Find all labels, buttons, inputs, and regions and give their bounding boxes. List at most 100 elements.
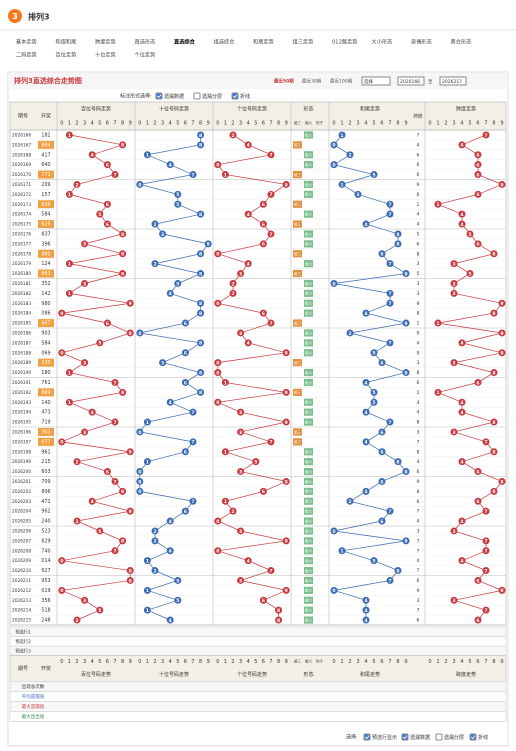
ball xyxy=(474,378,482,386)
draw: 356 xyxy=(41,598,50,604)
ball xyxy=(58,586,66,594)
stats-row xyxy=(9,701,507,712)
ball xyxy=(197,369,205,377)
date-to: 2026217 xyxy=(442,79,462,85)
select[interactable] xyxy=(361,76,391,86)
ball xyxy=(81,240,89,248)
period-link[interactable]: 最近100期 xyxy=(330,78,353,85)
ball xyxy=(386,260,394,268)
issue: 2026174 xyxy=(12,212,31,218)
ball xyxy=(237,270,245,278)
check xyxy=(364,735,370,740)
nav-link[interactable]: 组选综合 xyxy=(214,38,236,46)
nav-link[interactable]: 质合形态 xyxy=(451,38,472,46)
digit-header: 3 xyxy=(452,121,455,127)
nav-link[interactable]: 二码走势 xyxy=(16,51,37,59)
nav-link[interactable]: 012路走势 xyxy=(332,38,357,46)
form-cell xyxy=(304,240,313,248)
ball-label: 0 xyxy=(216,360,219,366)
date-box[interactable] xyxy=(397,76,425,86)
digit-header: 2 xyxy=(75,121,78,127)
ball-label: 3 xyxy=(83,281,86,287)
ball-label: 4 xyxy=(364,618,367,624)
ball xyxy=(229,289,237,297)
title: 排列3 xyxy=(28,12,50,22)
nav-link[interactable]: 奇偶形态 xyxy=(411,38,432,46)
digit-header: 3 xyxy=(83,121,86,127)
checkbox-label[interactable]: 遗漏数据 xyxy=(410,734,430,741)
checkbox-label[interactable]: 遗漏分层 xyxy=(444,734,464,741)
ball-label: 6 xyxy=(262,598,265,604)
nav-link[interactable]: 和尾走势 xyxy=(253,38,274,46)
span-value: 9 xyxy=(417,588,420,594)
issue: 2026186 xyxy=(12,330,31,336)
nav-link[interactable]: 和值和尾 xyxy=(56,38,77,46)
checkbox-label[interactable]: 预选行显示 xyxy=(372,734,397,741)
nav-link[interactable]: 直选形态 xyxy=(135,38,156,46)
checkbox[interactable] xyxy=(363,733,371,741)
checkbox-label[interactable]: 遗漏数据 xyxy=(164,93,184,100)
ball xyxy=(151,220,159,228)
nav-link[interactable]: 个位走势 xyxy=(135,51,156,59)
nav-link[interactable]: 基本走势 xyxy=(16,38,37,46)
ball xyxy=(386,339,394,347)
ball-label: 5 xyxy=(176,281,179,287)
form-cell xyxy=(304,418,313,426)
section-header: 百位号码走势 xyxy=(81,671,111,678)
ball-label: 1 xyxy=(224,499,227,505)
period-link[interactable]: 最近50期 xyxy=(274,78,294,85)
ball xyxy=(267,151,275,159)
ball-label: 4 xyxy=(247,341,250,347)
ball-label: 4 xyxy=(247,143,250,149)
period-link[interactable]: 最近30期 xyxy=(302,78,322,85)
nav-link[interactable]: 百位走势 xyxy=(56,51,77,59)
ball xyxy=(458,398,466,406)
checkbox[interactable] xyxy=(401,733,409,741)
digit-header: 4 xyxy=(364,121,367,127)
form-label: 组六 xyxy=(305,518,313,523)
ball-label: 6 xyxy=(476,618,479,624)
nav-link[interactable]: 大小形态 xyxy=(372,38,393,46)
section-header: 和尾走势 xyxy=(360,106,380,113)
ball-label: 6 xyxy=(184,380,187,386)
ball xyxy=(181,378,189,386)
ball-label: 2 xyxy=(153,261,156,267)
form-cell xyxy=(304,329,313,337)
ball-label: 4 xyxy=(460,222,463,228)
ball-label: 0 xyxy=(138,479,141,485)
nav-link[interactable]: 直选综合 xyxy=(174,38,196,46)
ball-label: 6 xyxy=(262,222,265,228)
ball-label: 5 xyxy=(98,212,101,218)
nav-link[interactable]: 组三走势 xyxy=(293,38,314,46)
form-label: 组六 xyxy=(305,578,313,583)
ball xyxy=(65,398,73,406)
checkbox-label[interactable]: 折线 xyxy=(240,93,250,100)
checkbox[interactable] xyxy=(435,733,443,741)
date-box[interactable] xyxy=(439,76,467,86)
nav-link[interactable]: 十位走势 xyxy=(95,51,116,59)
checkbox-label[interactable]: 折线 xyxy=(478,734,488,741)
digit-header: 5 xyxy=(468,659,471,665)
checkbox[interactable] xyxy=(155,92,163,100)
checkbox[interactable] xyxy=(231,92,239,100)
ball-label: 1 xyxy=(224,172,227,178)
ball xyxy=(338,547,346,555)
form-cell xyxy=(304,378,313,387)
ball xyxy=(65,190,73,198)
nav-link[interactable]: 跨度走势 xyxy=(95,38,116,46)
form-label: 组六 xyxy=(305,617,313,622)
ball xyxy=(386,299,394,307)
stats-label: 平均遗漏值 xyxy=(22,693,45,700)
ball xyxy=(394,567,402,575)
checkbox[interactable] xyxy=(469,733,477,741)
issue: 2026207 xyxy=(12,538,31,544)
digit-header: 豹子 xyxy=(316,120,324,125)
checkbox[interactable] xyxy=(193,92,201,100)
ball xyxy=(482,507,490,515)
form-label: 组六 xyxy=(305,340,313,345)
ball-label: 5 xyxy=(176,202,179,208)
form-label: 组六 xyxy=(305,281,313,286)
form-cell xyxy=(293,319,302,327)
checkbox-label[interactable]: 遗漏分层 xyxy=(202,93,222,100)
